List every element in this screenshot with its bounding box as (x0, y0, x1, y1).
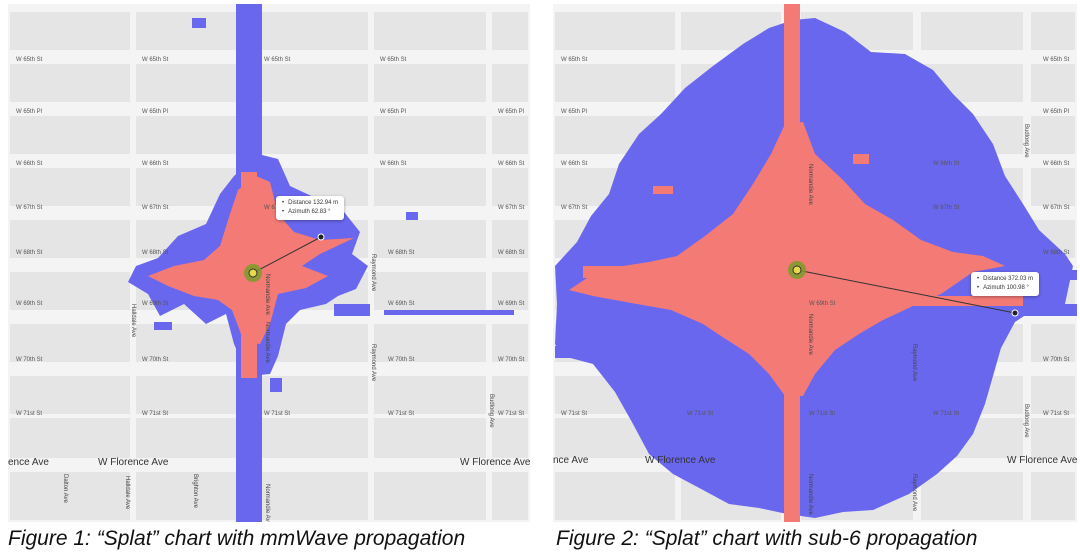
street-label-dalton: Dalton Ave (62, 474, 68, 504)
figure-caption: Figure 2: “Splat” chart with sub-6 propa… (556, 527, 978, 550)
street-label-normandie: Normandie Ave (807, 164, 813, 206)
street-label: W 66th St (933, 161, 960, 167)
street-label: W 67th St (933, 205, 960, 211)
street-label: W 68th St (16, 250, 43, 256)
vertical-street-labels: Normandie Ave Normandie Ave Normandie Av… (807, 124, 1029, 516)
street-label: W 68th St (388, 250, 415, 256)
street-label: W 65th St (142, 57, 169, 63)
street-label: W 67th St (1043, 205, 1070, 211)
street-label: W 65th St (561, 57, 588, 63)
street-label-budlong: Budlong Ave (488, 394, 494, 428)
street-label-normandie: Normandie Ave (264, 274, 270, 316)
street-label-raymond: Raymond Ave (370, 344, 376, 382)
street-label: W 70th St (388, 357, 415, 363)
measurement-callout: Distance 372.03 m Azimuth 100.98 ° (971, 272, 1040, 296)
street-label: W 70th St (16, 357, 43, 363)
street-label: W 69th St (388, 301, 415, 307)
street-labels: W 65th St W 65th St W 65th St W 65th St … (16, 57, 525, 417)
street-label: W 66th St (142, 161, 169, 167)
measurement-line (796, 269, 1016, 314)
street-label: W 71st St (16, 411, 42, 417)
street-label: W 68th St (498, 250, 525, 256)
street-label: W 71st St (561, 411, 587, 417)
map-panel-sub6[interactable]: W 65th St W 65th St W 65th Pl W 65th Pl … (553, 4, 1077, 522)
street-labels: W 65th St W 65th St W 65th Pl W 65th Pl … (561, 57, 1070, 417)
street-label: W 67th St (142, 205, 169, 211)
distance-readout: Distance 372.03 m (977, 275, 1033, 284)
street-label: W 71st St (687, 411, 713, 417)
street-label: W 65th St (264, 57, 291, 63)
street-label: W 66th St (498, 161, 525, 167)
street-label: W 65th Pl (16, 109, 42, 115)
measurement-callout: Distance 132.94 m Azimuth 62.83 ° (276, 196, 345, 220)
street-label: W 71st St (1043, 411, 1069, 417)
map-panel-mmwave[interactable]: W 65th St W 65th St W 65th St W 65th St … (8, 4, 530, 522)
street-label: W 69th St (142, 301, 169, 307)
street-label: W 65th St (380, 57, 407, 63)
measurement-point[interactable] (1011, 309, 1019, 317)
street-label: W 71st St (388, 411, 414, 417)
avenue-label: nce Ave (553, 455, 589, 466)
distance-readout: Distance 132.94 m (282, 199, 338, 208)
street-label: W 65th Pl (142, 109, 168, 115)
vertical-street-labels: Normandie Ave Normandie Ave Normandie Av… (62, 254, 494, 522)
street-label: W 71st St (264, 411, 290, 417)
azimuth-readout: Azimuth 62.83 ° (282, 208, 338, 217)
avenue-label: W Florence Ave (460, 457, 530, 468)
street-label: W 65th Pl (498, 109, 524, 115)
avenue-label: W Florence Ave (1007, 455, 1077, 466)
street-label: W 71st St (142, 411, 168, 417)
street-label-brighton: Brighton Ave (192, 474, 198, 509)
street-label: W 67th St (498, 205, 525, 211)
street-label: W 70th St (1043, 357, 1070, 363)
street-label-budlong: Budlong Ave (1023, 124, 1029, 158)
street-label-budlong: Budlong Ave (1023, 404, 1029, 438)
street-label: W 69th St (16, 301, 43, 307)
street-label: W 69th St (498, 301, 525, 307)
street-label: W 71st St (809, 411, 835, 417)
street-label: W 70th St (498, 357, 525, 363)
map-canvas: W 65th St W 65th St W 65th St W 65th St … (8, 4, 530, 522)
measurement-line (252, 236, 322, 274)
street-label-normandie: Normandie Ave (264, 322, 270, 364)
street-label: W 65th St (16, 57, 43, 63)
street-label: W 66th St (380, 161, 407, 167)
street-label: W 65th Pl (561, 109, 587, 115)
street-label-raymond: Raymond Ave (911, 344, 917, 382)
street-label-normandie: Normandie Ave (264, 484, 270, 522)
avenue-label: ence Ave (8, 457, 49, 468)
street-label: W 66th St (561, 161, 588, 167)
street-label: W 65th Pl (380, 109, 406, 115)
azimuth-readout: Azimuth 100.98 ° (977, 284, 1033, 293)
cell-site-icon (792, 265, 802, 275)
avenue-label: W Florence Ave (645, 455, 716, 466)
street-label: W 68th St (1043, 250, 1070, 256)
street-label: W 67th St (561, 205, 588, 211)
street-label: W 66th St (1043, 161, 1070, 167)
figure-caption: Figure 1: “Splat” chart with mmWave prop… (8, 527, 466, 550)
street-label: W 71st St (933, 411, 959, 417)
city-blocks (10, 12, 528, 520)
street-label: W 68th St (142, 250, 169, 256)
street-label-raymond: Raymond Ave (370, 254, 376, 292)
street-label-raymond: Raymond Ave (911, 474, 917, 512)
street-label-normandie: Normandie Ave (807, 314, 813, 356)
avenue-label: W Florence Ave (98, 457, 169, 468)
street-label: W 69th St (809, 301, 836, 307)
street-label: W 71st St (498, 411, 524, 417)
street-label: W 67th St (16, 205, 43, 211)
street-label: W 70th St (142, 357, 169, 363)
street-label: W 66th St (16, 161, 43, 167)
measurement-point[interactable] (317, 233, 325, 241)
street-label: W 65th St (1043, 57, 1070, 63)
map-canvas: W 65th St W 65th St W 65th Pl W 65th Pl … (553, 4, 1077, 522)
street-label-halldale: Halldale Ave (130, 304, 136, 338)
street-label-halldale: Halldale Ave (124, 476, 130, 510)
street-label-normandie: Normandie Ave (807, 474, 813, 516)
street-label: W 65th Pl (1043, 109, 1069, 115)
cell-site-icon (248, 268, 258, 278)
